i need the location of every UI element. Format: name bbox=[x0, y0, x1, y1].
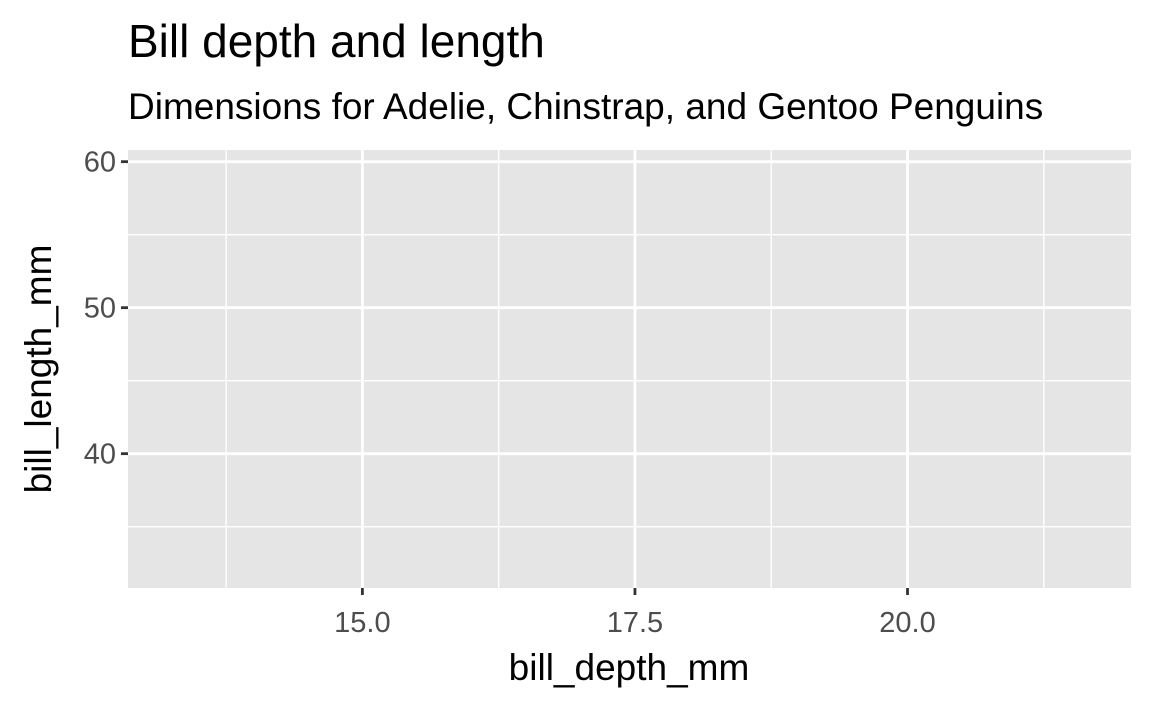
y-axis-title: bill_length_mm bbox=[18, 245, 59, 494]
x-tick-label: 15.0 bbox=[334, 607, 390, 639]
axis-ticks: 15.0 17.5 20.0 40 50 60 bbox=[84, 147, 936, 639]
chart-subtitle: Dimensions for Adelie, Chinstrap, and Ge… bbox=[128, 86, 1043, 127]
chart-title: Bill depth and length bbox=[128, 15, 545, 67]
grid-lines bbox=[128, 150, 1131, 588]
x-axis-title: bill_depth_mm bbox=[509, 647, 750, 688]
x-tick-label: 17.5 bbox=[607, 607, 663, 639]
y-tick-label: 60 bbox=[84, 147, 116, 179]
x-tick-label: 20.0 bbox=[879, 607, 935, 639]
y-tick-label: 40 bbox=[84, 439, 116, 471]
y-tick-label: 50 bbox=[84, 293, 116, 325]
plot-panel bbox=[128, 150, 1131, 588]
